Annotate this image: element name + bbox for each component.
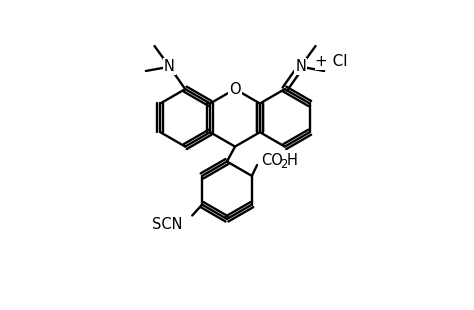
Text: O: O [229, 82, 241, 97]
Text: + Cl: + Cl [316, 54, 348, 69]
Text: H: H [287, 153, 298, 168]
Text: CO: CO [261, 153, 283, 168]
Text: 2: 2 [281, 158, 288, 171]
Text: N: N [295, 59, 306, 74]
Text: N: N [164, 59, 175, 74]
Text: SCN: SCN [152, 217, 182, 232]
